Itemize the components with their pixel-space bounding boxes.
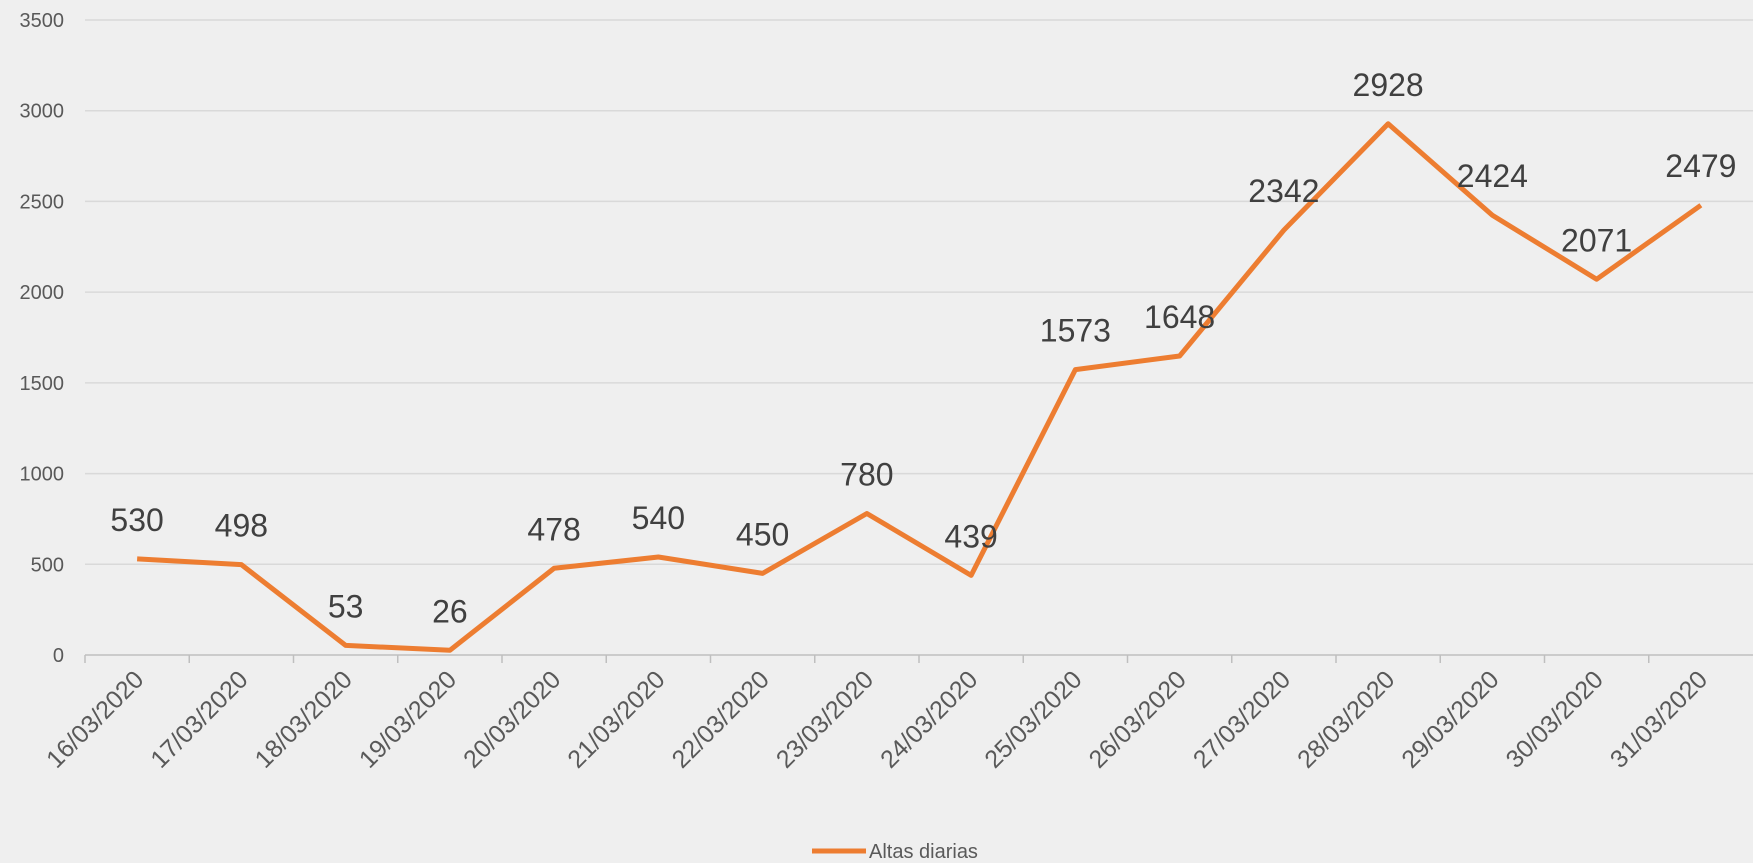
data-label: 2424 bbox=[1457, 158, 1528, 194]
y-tick-label: 1000 bbox=[20, 464, 65, 486]
data-label: 53 bbox=[328, 588, 364, 624]
x-tick-label: 20/03/2020 bbox=[458, 665, 566, 773]
x-tick-label: 30/03/2020 bbox=[1501, 665, 1609, 773]
data-label: 498 bbox=[215, 508, 268, 544]
data-label: 478 bbox=[527, 511, 580, 547]
y-tick-label: 2000 bbox=[20, 282, 65, 304]
data-label: 1648 bbox=[1144, 299, 1215, 335]
y-tick-label: 0 bbox=[53, 645, 64, 667]
data-label: 450 bbox=[736, 516, 789, 552]
x-tick-label: 26/03/2020 bbox=[1084, 665, 1192, 773]
x-tick-label: 25/03/2020 bbox=[979, 665, 1087, 773]
x-tick-label: 31/03/2020 bbox=[1605, 665, 1713, 773]
data-label: 1573 bbox=[1040, 313, 1111, 349]
y-tick-label: 1500 bbox=[20, 373, 65, 395]
data-label: 530 bbox=[110, 502, 163, 538]
x-tick-label: 29/03/2020 bbox=[1396, 665, 1504, 773]
data-line bbox=[136, 121, 1703, 653]
x-tick-label: 17/03/2020 bbox=[145, 665, 253, 773]
x-tick-label: 18/03/2020 bbox=[250, 665, 358, 773]
x-tick-label: 23/03/2020 bbox=[771, 665, 879, 773]
data-label: 439 bbox=[944, 518, 997, 554]
x-tick-label: 16/03/2020 bbox=[41, 665, 149, 773]
y-tick-label: 2500 bbox=[20, 191, 65, 213]
x-tick-label: 28/03/2020 bbox=[1292, 665, 1400, 773]
data-label: 540 bbox=[632, 500, 685, 536]
x-tick-label: 22/03/2020 bbox=[667, 665, 775, 773]
legend-label: Altas diarias bbox=[869, 841, 978, 863]
x-tick-label: 24/03/2020 bbox=[875, 665, 983, 773]
data-label: 26 bbox=[432, 593, 468, 629]
y-tick-label: 500 bbox=[31, 554, 64, 576]
x-tick-label: 21/03/2020 bbox=[562, 665, 670, 773]
data-label: 2479 bbox=[1665, 148, 1736, 184]
y-tick-label: 3000 bbox=[20, 101, 65, 123]
x-tick-label: 27/03/2020 bbox=[1188, 665, 1296, 773]
data-label: 2071 bbox=[1561, 222, 1632, 258]
data-label: 2342 bbox=[1248, 173, 1319, 209]
data-label: 780 bbox=[840, 456, 893, 492]
x-tick-label: 19/03/2020 bbox=[354, 665, 462, 773]
y-tick-label: 3500 bbox=[20, 10, 65, 32]
data-label: 2928 bbox=[1353, 67, 1424, 103]
